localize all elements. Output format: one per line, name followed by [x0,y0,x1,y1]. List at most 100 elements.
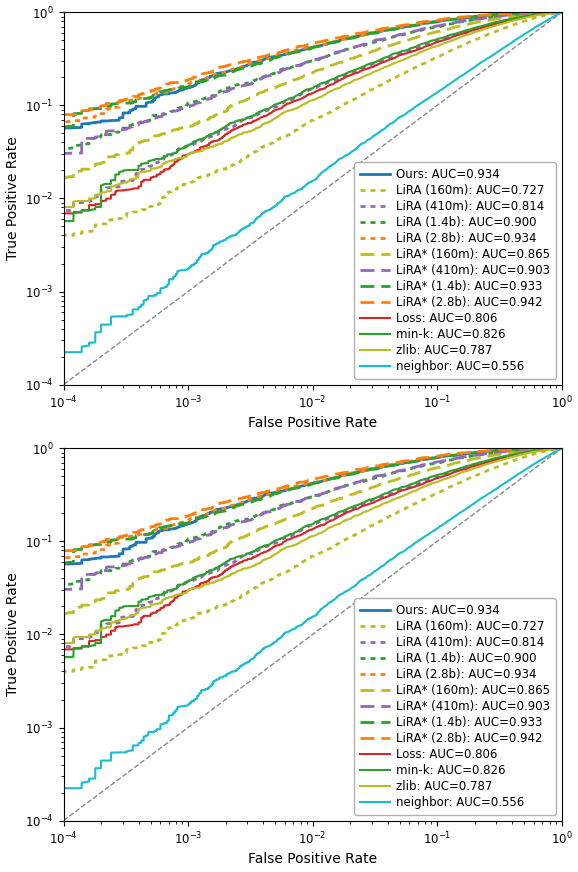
LiRA (1.4b): AUC=0.900: (0.987, 1): AUC=0.900: (0.987, 1) [557,7,564,17]
min-k: AUC=0.826: (0.000222, 0.0144): AUC=0.826: (0.000222, 0.0144) [103,179,110,189]
LiRA (160m): AUC=0.727: (0.0104, 0.0707): AUC=0.727: (0.0104, 0.0707) [311,550,318,561]
LiRA (160m): AUC=0.727: (0.0001, 0.0038): AUC=0.727: (0.0001, 0.0038) [60,232,67,242]
neighbor: AUC=0.556: (0.031, 0.0471): AUC=0.556: (0.031, 0.0471) [370,131,377,141]
min-k: AUC=0.826: (0.000175, 0.00764): AUC=0.826: (0.000175, 0.00764) [90,640,97,651]
Line: LiRA (410m): AUC=0.814: LiRA (410m): AUC=0.814 [64,12,562,218]
min-k: AUC=0.826: (0.031, 0.288): AUC=0.826: (0.031, 0.288) [370,494,377,504]
LiRA* (2.8b): AUC=0.942: (0.0104, 0.474): AUC=0.942: (0.0104, 0.474) [311,37,318,48]
LiRA (1.4b): AUC=0.900: (0.000222, 0.0484): AUC=0.900: (0.000222, 0.0484) [103,129,110,140]
LiRA* (1.4b): AUC=0.933: (1, 1): AUC=0.933: (1, 1) [558,443,565,453]
Loss: AUC=0.806: (0.285, 0.743): AUC=0.806: (0.285, 0.743) [490,19,497,30]
LiRA* (2.8b): AUC=0.942: (0.0001, 0.0783): AUC=0.942: (0.0001, 0.0783) [60,546,67,556]
LiRA* (1.4b): AUC=0.933: (0.031, 0.597): AUC=0.933: (0.031, 0.597) [370,464,377,474]
neighbor: AUC=0.556: (0.285, 0.351): AUC=0.556: (0.285, 0.351) [490,50,497,60]
Line: LiRA (1.4b): AUC=0.900: LiRA (1.4b): AUC=0.900 [64,12,562,154]
Line: neighbor: AUC=0.556: neighbor: AUC=0.556 [64,448,562,788]
LiRA (1.4b): AUC=0.900: (0.000175, 0.0443): AUC=0.900: (0.000175, 0.0443) [90,133,97,144]
LiRA* (160m): AUC=0.865: (0.000222, 0.0279): AUC=0.865: (0.000222, 0.0279) [103,588,110,598]
LiRA (1.4b): AUC=0.900: (0.285, 0.897): AUC=0.900: (0.285, 0.897) [490,447,497,458]
Loss: AUC=0.806: (0.285, 0.743): AUC=0.806: (0.285, 0.743) [490,455,497,466]
LiRA (2.8b): AUC=0.934: (0.0001, 0.0539): AUC=0.934: (0.0001, 0.0539) [60,125,67,135]
Line: LiRA* (160m): AUC=0.865: LiRA* (160m): AUC=0.865 [64,12,562,180]
Y-axis label: True Positive Rate: True Positive Rate [6,573,20,697]
LiRA* (1.4b): AUC=0.933: (0.0104, 0.423): AUC=0.933: (0.0104, 0.423) [311,478,318,488]
zlib: AUC=0.787: (0.0001, 0.00621): AUC=0.787: (0.0001, 0.00621) [60,213,67,223]
Loss: AUC=0.806: (0.000175, 0.0085): AUC=0.806: (0.000175, 0.0085) [90,200,97,210]
LiRA* (160m): AUC=0.865: (0.000222, 0.0279): AUC=0.865: (0.000222, 0.0279) [103,152,110,162]
Legend: Ours: AUC=0.934, LiRA (160m): AUC=0.727, LiRA (410m): AUC=0.814, LiRA (1.4b): AU: Ours: AUC=0.934, LiRA (160m): AUC=0.727,… [354,598,555,814]
LiRA* (410m): AUC=0.903: (0.0001, 0.0267): AUC=0.903: (0.0001, 0.0267) [60,153,67,164]
LiRA (1.4b): AUC=0.900: (0.031, 0.474): AUC=0.900: (0.031, 0.474) [370,37,377,48]
LiRA* (410m): AUC=0.903: (0.000175, 0.0443): AUC=0.903: (0.000175, 0.0443) [90,569,97,580]
neighbor: AUC=0.556: (0.000175, 0.000283): AUC=0.556: (0.000175, 0.000283) [90,337,97,348]
Ours: AUC=0.934: (0.964, 1): AUC=0.934: (0.964, 1) [556,7,563,17]
Loss: AUC=0.806: (0.000222, 0.00997): AUC=0.806: (0.000222, 0.00997) [103,630,110,640]
min-k: AUC=0.826: (0.285, 0.777): AUC=0.826: (0.285, 0.777) [490,17,497,28]
Ours: AUC=0.934: (0.0104, 0.427): AUC=0.934: (0.0104, 0.427) [311,42,318,52]
LiRA (410m): AUC=0.814: (0.0001, 0.00614): AUC=0.814: (0.0001, 0.00614) [60,649,67,659]
Line: Ours: AUC=0.934: Ours: AUC=0.934 [64,12,562,132]
LiRA* (1.4b): AUC=0.933: (0.000144, 0.0862): AUC=0.933: (0.000144, 0.0862) [80,542,87,553]
neighbor: AUC=0.556: (0.000144, 0.000257): AUC=0.556: (0.000144, 0.000257) [80,341,87,351]
zlib: AUC=0.787: (0.0104, 0.116): AUC=0.787: (0.0104, 0.116) [311,94,318,105]
LiRA* (160m): AUC=0.865: (0.993, 1): AUC=0.865: (0.993, 1) [558,7,565,17]
LiRA (410m): AUC=0.814: (0.0104, 0.152): AUC=0.814: (0.0104, 0.152) [311,520,318,530]
LiRA (410m): AUC=0.814: (0.000144, 0.00908): AUC=0.814: (0.000144, 0.00908) [80,197,87,208]
min-k: AUC=0.826: (0.000144, 0.00741): AUC=0.826: (0.000144, 0.00741) [80,641,87,651]
LiRA* (160m): AUC=0.865: (0.0104, 0.232): AUC=0.865: (0.0104, 0.232) [311,66,318,77]
LiRA* (160m): AUC=0.865: (0.285, 0.842): AUC=0.865: (0.285, 0.842) [490,14,497,24]
LiRA (2.8b): AUC=0.934: (0.99, 1): AUC=0.934: (0.99, 1) [558,443,565,453]
Line: LiRA (2.8b): AUC=0.934: LiRA (2.8b): AUC=0.934 [64,12,562,130]
LiRA (160m): AUC=0.727: (0.000144, 0.0044): AUC=0.727: (0.000144, 0.0044) [80,663,87,673]
LiRA (410m): AUC=0.814: (0.000175, 0.00947): AUC=0.814: (0.000175, 0.00947) [90,631,97,642]
Ours: AUC=0.934: (0.000222, 0.0681): AUC=0.934: (0.000222, 0.0681) [103,116,110,126]
LiRA (160m): AUC=0.727: (0.000222, 0.00583): AUC=0.727: (0.000222, 0.00583) [103,651,110,662]
LiRA (2.8b): AUC=0.934: (0.0001, 0.0539): AUC=0.934: (0.0001, 0.0539) [60,561,67,571]
LiRA (410m): AUC=0.814: (0.031, 0.283): AUC=0.814: (0.031, 0.283) [370,494,377,505]
LiRA (1.4b): AUC=0.900: (0.031, 0.474): AUC=0.900: (0.031, 0.474) [370,473,377,484]
Loss: AUC=0.806: (0.031, 0.261): AUC=0.806: (0.031, 0.261) [370,497,377,508]
LiRA* (1.4b): AUC=0.933: (0.000222, 0.0978): AUC=0.933: (0.000222, 0.0978) [103,537,110,548]
zlib: AUC=0.787: (1, 1): AUC=0.787: (1, 1) [558,7,565,17]
LiRA* (2.8b): AUC=0.942: (0.0104, 0.474): AUC=0.942: (0.0104, 0.474) [311,473,318,484]
X-axis label: False Positive Rate: False Positive Rate [248,417,377,431]
LiRA* (160m): AUC=0.865: (0.031, 0.384): AUC=0.865: (0.031, 0.384) [370,46,377,57]
LiRA (2.8b): AUC=0.934: (0.0104, 0.433): AUC=0.934: (0.0104, 0.433) [311,41,318,51]
LiRA* (2.8b): AUC=0.942: (0.031, 0.643): AUC=0.942: (0.031, 0.643) [370,461,377,472]
LiRA* (410m): AUC=0.903: (1, 1): AUC=0.903: (1, 1) [558,443,565,453]
Line: LiRA* (2.8b): AUC=0.942: LiRA* (2.8b): AUC=0.942 [64,448,562,551]
LiRA (1.4b): AUC=0.900: (0.0001, 0.0301): AUC=0.900: (0.0001, 0.0301) [60,585,67,596]
LiRA* (2.8b): AUC=0.942: (1, 1): AUC=0.942: (1, 1) [558,7,565,17]
Ours: AUC=0.934: (0.000144, 0.0636): AUC=0.934: (0.000144, 0.0636) [80,555,87,565]
LiRA* (1.4b): AUC=0.933: (0.000222, 0.0978): AUC=0.933: (0.000222, 0.0978) [103,101,110,112]
LiRA (2.8b): AUC=0.934: (0.031, 0.606): AUC=0.934: (0.031, 0.606) [370,463,377,473]
min-k: AUC=0.826: (0.000175, 0.00764): AUC=0.826: (0.000175, 0.00764) [90,204,97,215]
zlib: AUC=0.787: (0.000175, 0.01): AUC=0.787: (0.000175, 0.01) [90,194,97,204]
LiRA* (1.4b): AUC=0.933: (0.0104, 0.423): AUC=0.933: (0.0104, 0.423) [311,42,318,52]
neighbor: AUC=0.556: (0.000144, 0.000257): AUC=0.556: (0.000144, 0.000257) [80,777,87,787]
Ours: AUC=0.934: (0.031, 0.606): AUC=0.934: (0.031, 0.606) [370,463,377,473]
LiRA (410m): AUC=0.814: (0.285, 0.751): AUC=0.814: (0.285, 0.751) [490,454,497,465]
Loss: AUC=0.806: (0.0104, 0.139): AUC=0.806: (0.0104, 0.139) [311,523,318,534]
neighbor: AUC=0.556: (0.285, 0.351): AUC=0.556: (0.285, 0.351) [490,486,497,496]
min-k: AUC=0.826: (0.0001, 0.00557): AUC=0.826: (0.0001, 0.00557) [60,217,67,228]
LiRA* (2.8b): AUC=0.942: (0.0001, 0.0783): AUC=0.942: (0.0001, 0.0783) [60,110,67,120]
zlib: AUC=0.787: (0.000222, 0.012): AUC=0.787: (0.000222, 0.012) [103,186,110,196]
zlib: AUC=0.787: (0.0001, 0.00621): AUC=0.787: (0.0001, 0.00621) [60,649,67,659]
LiRA (1.4b): AUC=0.900: (0.000144, 0.0383): AUC=0.900: (0.000144, 0.0383) [80,139,87,149]
LiRA (2.8b): AUC=0.934: (1, 1): AUC=0.934: (1, 1) [558,7,565,17]
LiRA* (2.8b): AUC=0.942: (0.000222, 0.105): AUC=0.942: (0.000222, 0.105) [103,99,110,109]
Line: LiRA (160m): AUC=0.727: LiRA (160m): AUC=0.727 [64,12,562,237]
LiRA* (2.8b): AUC=0.942: (0.993, 1): AUC=0.942: (0.993, 1) [558,7,565,17]
Loss: AUC=0.806: (0.000175, 0.0085): AUC=0.806: (0.000175, 0.0085) [90,636,97,646]
LiRA (410m): AUC=0.814: (0.000144, 0.00908): AUC=0.814: (0.000144, 0.00908) [80,633,87,644]
LiRA* (2.8b): AUC=0.942: (0.000144, 0.0878): AUC=0.942: (0.000144, 0.0878) [80,542,87,552]
LiRA (2.8b): AUC=0.934: (0.000175, 0.0748): AUC=0.934: (0.000175, 0.0748) [90,548,97,558]
LiRA (1.4b): AUC=0.900: (0.0104, 0.307): AUC=0.900: (0.0104, 0.307) [311,491,318,501]
LiRA* (160m): AUC=0.865: (0.000144, 0.0207): AUC=0.865: (0.000144, 0.0207) [80,164,87,174]
zlib: AUC=0.787: (1, 1): AUC=0.787: (1, 1) [558,443,565,453]
LiRA* (1.4b): AUC=0.933: (0.0001, 0.056): AUC=0.933: (0.0001, 0.056) [60,124,67,134]
zlib: AUC=0.787: (0.0104, 0.116): AUC=0.787: (0.0104, 0.116) [311,530,318,541]
LiRA* (160m): AUC=0.865: (0.0001, 0.016): AUC=0.865: (0.0001, 0.016) [60,610,67,621]
LiRA* (410m): AUC=0.903: (0.000144, 0.0435): AUC=0.903: (0.000144, 0.0435) [80,133,87,144]
